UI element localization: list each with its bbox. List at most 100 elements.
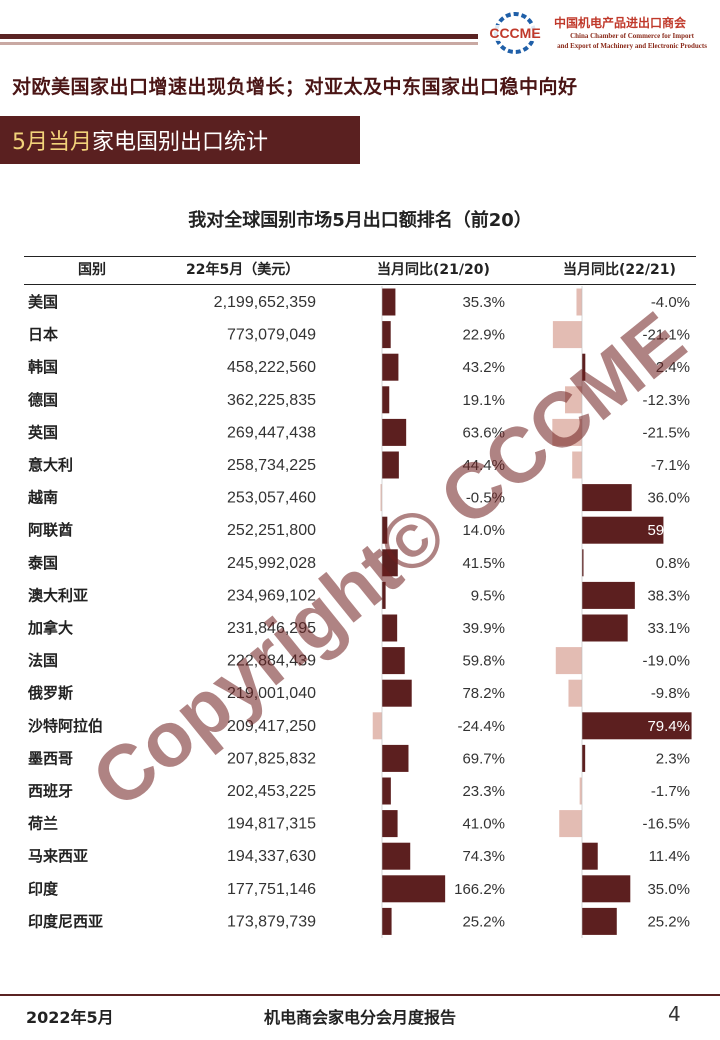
export-value: 245,992,028 [227, 555, 316, 572]
org-name-en-2: and Export of Machinery and Electronic P… [557, 42, 707, 50]
pct-yoy-21-20: 43.2% [462, 359, 505, 376]
pct-yoy-21-20: 14.0% [462, 522, 505, 539]
export-value: 773,079,049 [227, 327, 316, 344]
country-label: 印度 [28, 880, 59, 898]
page-headline: 对欧美国家出口增速出现负增长；对亚太及中东国家出口稳中向好 [12, 76, 578, 98]
pct-yoy-21-20: 35.3% [462, 294, 505, 311]
header-band-light [0, 42, 478, 45]
bar-yoy-22-21 [555, 647, 582, 675]
bar-yoy-22-21 [579, 777, 582, 805]
pct-yoy-21-20: 23.3% [462, 783, 505, 800]
footer-rule [0, 994, 720, 996]
section-title-rest: 家电国别出口统计 [92, 130, 269, 155]
pct-yoy-21-20: 166.2% [454, 881, 505, 898]
bar-yoy-22-21 [582, 712, 692, 740]
header-band-dark [0, 34, 478, 39]
pct-yoy-22-21: 38.3% [647, 587, 690, 604]
footer-report-name: 机电商会家电分会月度报告 [263, 1008, 456, 1027]
header-value: 22年5月（美元） [186, 262, 300, 278]
country-label: 澳大利亚 [28, 586, 88, 604]
bar-yoy-22-21 [582, 842, 598, 870]
section-bar [0, 116, 360, 164]
pct-yoy-22-21: -12.3% [642, 392, 690, 409]
bar-yoy-22-21 [565, 386, 582, 414]
export-value: 209,417,250 [227, 718, 316, 735]
export-value: 458,222,560 [227, 359, 316, 376]
table-top-rule [24, 256, 696, 257]
pct-yoy-21-20: 59.8% [462, 653, 505, 670]
pct-yoy-22-21: -7.1% [651, 457, 690, 474]
bar-yoy-21-20 [382, 516, 388, 544]
pct-yoy-22-21: -21.5% [642, 424, 690, 441]
export-value: 269,447,438 [227, 424, 316, 441]
bar-yoy-22-21 [582, 875, 631, 903]
pct-yoy-21-20: 19.1% [462, 392, 505, 409]
country-label: 德国 [28, 391, 58, 409]
logo-text: CCCME [489, 25, 540, 41]
chart-title: 我对全球国别市场5月出口额排名（前20） [188, 210, 532, 231]
bar-yoy-21-20 [382, 614, 398, 642]
bar-yoy-22-21 [582, 744, 586, 772]
export-value: 194,337,630 [227, 848, 316, 865]
table-header-rule [24, 284, 696, 285]
bar-yoy-21-20 [382, 353, 399, 381]
country-label: 英国 [28, 423, 58, 441]
country-label: 荷兰 [28, 815, 58, 833]
export-value: 173,879,739 [227, 913, 316, 930]
bar-yoy-22-21 [582, 614, 628, 642]
pct-yoy-22-21: -9.8% [651, 685, 690, 702]
pct-yoy-22-21: -16.5% [642, 816, 690, 833]
pct-yoy-21-20: 39.9% [462, 620, 505, 637]
pct-yoy-21-20: -24.4% [457, 718, 505, 735]
country-label: 加拿大 [27, 619, 73, 637]
bar-yoy-21-20 [382, 907, 392, 935]
country-label: 泰国 [27, 554, 58, 572]
bar-yoy-21-20 [382, 386, 390, 414]
country-label: 墨西哥 [28, 749, 73, 767]
header-country: 国别 [78, 262, 106, 278]
bar-yoy-21-20 [382, 810, 398, 838]
pct-yoy-21-20: 9.5% [471, 587, 505, 604]
bar-yoy-22-21 [552, 418, 582, 446]
pct-yoy-21-20: 63.6% [462, 424, 505, 441]
section-title: 5月当月家电国别出口统计 [12, 124, 268, 156]
section-title-accent: 5月当月 [12, 130, 92, 155]
country-label: 日本 [28, 326, 58, 344]
bar-yoy-21-20 [382, 418, 407, 446]
pct-yoy-22-21: 2.3% [656, 750, 690, 767]
country-label: 越南 [27, 489, 58, 507]
header-yoy-21-20: 当月同比(21/20) [377, 262, 490, 278]
export-value: 194,817,315 [227, 816, 316, 833]
pct-yoy-22-21: -1.7% [651, 783, 690, 800]
bar-yoy-22-21 [582, 516, 664, 544]
export-value: 177,751,146 [227, 881, 316, 898]
bar-yoy-22-21 [582, 549, 584, 577]
page-number: 4 [668, 1002, 681, 1026]
country-label: 俄罗斯 [27, 684, 73, 702]
bar-yoy-22-21 [576, 288, 582, 316]
bar-yoy-21-20 [372, 712, 382, 740]
country-label: 韩国 [28, 358, 58, 376]
pct-yoy-22-21: 33.1% [647, 620, 690, 637]
pct-yoy-22-21: 11.4% [649, 848, 690, 865]
header-yoy-22-21: 当月同比(22/21) [563, 262, 676, 278]
footer-date: 2022年5月 [26, 1008, 114, 1027]
bar-yoy-21-20 [382, 875, 446, 903]
export-value: 202,453,225 [227, 783, 316, 800]
export-value: 219,001,040 [227, 685, 316, 702]
pct-yoy-22-21: 35.0% [647, 881, 690, 898]
export-value: 252,251,800 [227, 522, 316, 539]
pct-yoy-21-20: 41.5% [462, 555, 505, 572]
bar-yoy-22-21 [582, 907, 617, 935]
bar-yoy-21-20 [380, 484, 382, 512]
bar-yoy-21-20 [382, 581, 386, 609]
export-value: 362,225,835 [227, 392, 316, 409]
pct-yoy-21-20: 69.7% [462, 750, 505, 767]
bar-yoy-21-20 [382, 744, 409, 772]
bar-yoy-22-21 [568, 679, 582, 707]
pct-yoy-21-20: 25.2% [462, 913, 505, 930]
pct-yoy-21-20: 78.2% [462, 685, 505, 702]
pct-yoy-21-20: 74.3% [462, 848, 505, 865]
export-value: 207,825,832 [227, 750, 316, 767]
country-label: 西班牙 [28, 782, 73, 800]
